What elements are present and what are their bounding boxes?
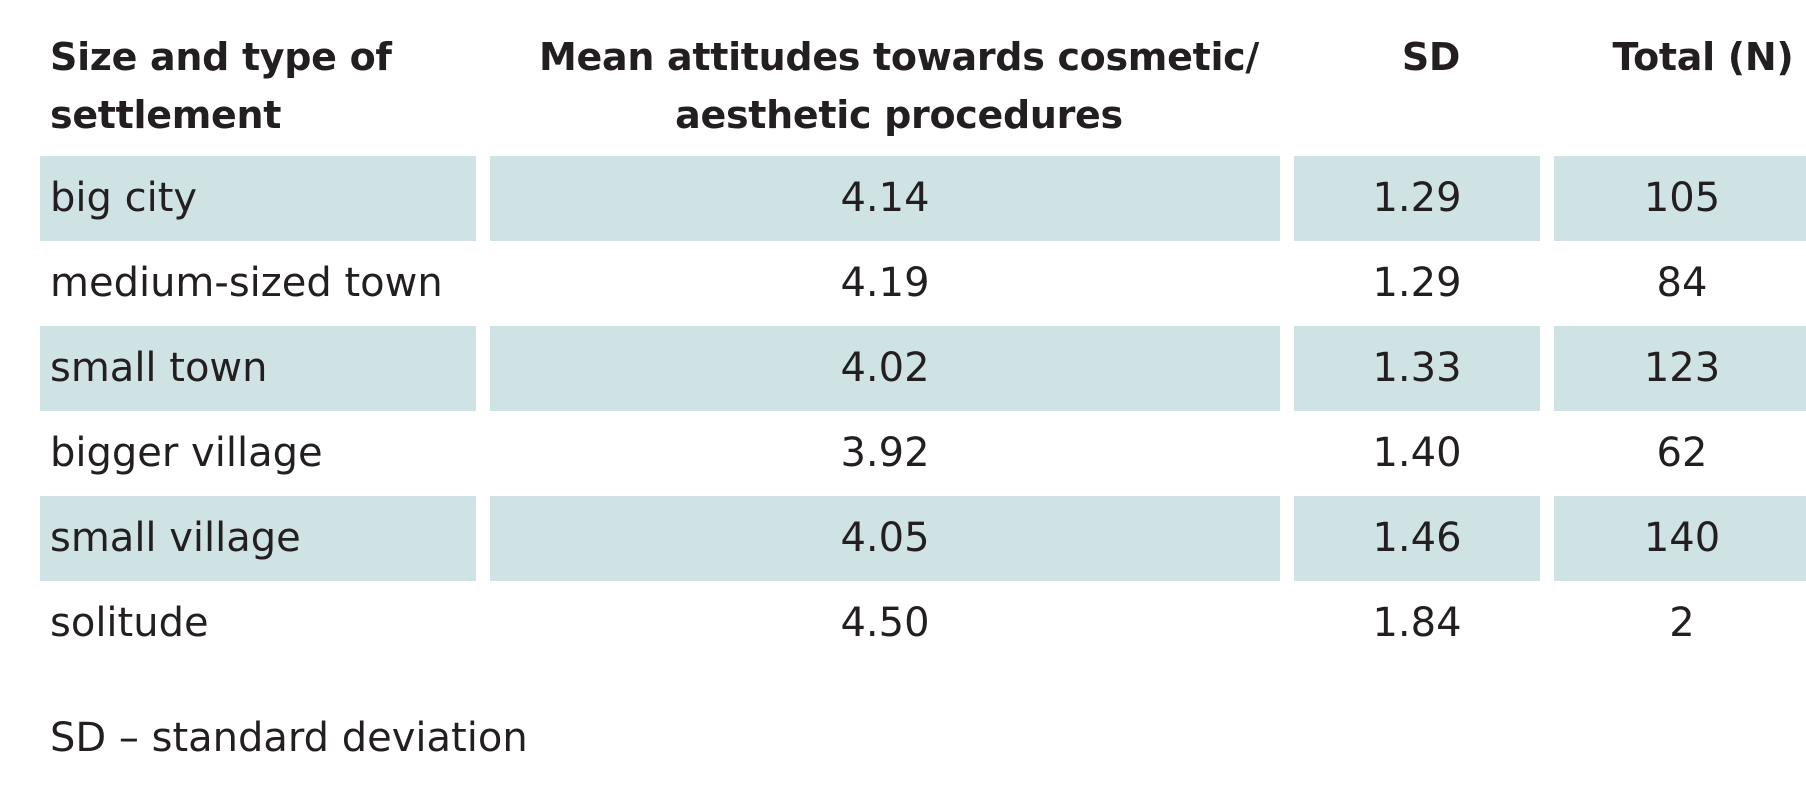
- table-header-row: Size and type of settlement Mean attitud…: [40, 28, 1796, 156]
- cell-mean: 4.02: [490, 326, 1280, 411]
- cell-sd: 1.29: [1294, 156, 1540, 241]
- cell-settlement: bigger village: [50, 430, 323, 476]
- cell-settlement: small village: [40, 496, 476, 581]
- cell-settlement: small town: [40, 326, 476, 411]
- header-sd: SD: [1401, 35, 1461, 79]
- cell-sd: 1.29: [1372, 260, 1462, 306]
- table-row: big city 4.14 1.29 105: [40, 156, 1806, 241]
- cell-sd: 1.46: [1294, 496, 1540, 581]
- cell-total: 84: [1656, 260, 1708, 306]
- cell-mean: 4.19: [840, 260, 930, 306]
- table-row: small town 4.02 1.33 123: [40, 326, 1806, 411]
- table-row: medium-sized town 4.19 1.29 84: [40, 241, 1796, 326]
- cell-mean: 4.50: [840, 600, 930, 646]
- cell-mean: 4.05: [490, 496, 1280, 581]
- cell-mean: 4.14: [490, 156, 1280, 241]
- cell-total: 105: [1554, 156, 1806, 241]
- header-total: Total (N): [1612, 35, 1794, 79]
- cell-settlement: big city: [40, 156, 476, 241]
- cell-settlement: solitude: [50, 600, 209, 646]
- settlement-attitudes-table: Size and type of settlement Mean attitud…: [40, 28, 1806, 666]
- cell-settlement: medium-sized town: [50, 260, 443, 306]
- header-mean-attitudes: Mean attitudes towards cosmetic/ aesthet…: [539, 35, 1259, 137]
- table-row: bigger village 3.92 1.40 62: [40, 411, 1796, 496]
- cell-total: 140: [1554, 496, 1806, 581]
- table-row: small village 4.05 1.46 140: [40, 496, 1806, 581]
- cell-mean: 3.92: [840, 430, 930, 476]
- table-footnote: SD – standard deviation: [50, 715, 528, 761]
- cell-total: 62: [1656, 430, 1708, 476]
- header-settlement: Size and type of settlement: [50, 35, 392, 137]
- cell-sd: 1.33: [1294, 326, 1540, 411]
- cell-total: 123: [1554, 326, 1806, 411]
- table-row: solitude 4.50 1.84 2: [40, 581, 1796, 666]
- cell-sd: 1.84: [1372, 600, 1462, 646]
- cell-sd: 1.40: [1372, 430, 1462, 476]
- cell-total: 2: [1669, 600, 1695, 646]
